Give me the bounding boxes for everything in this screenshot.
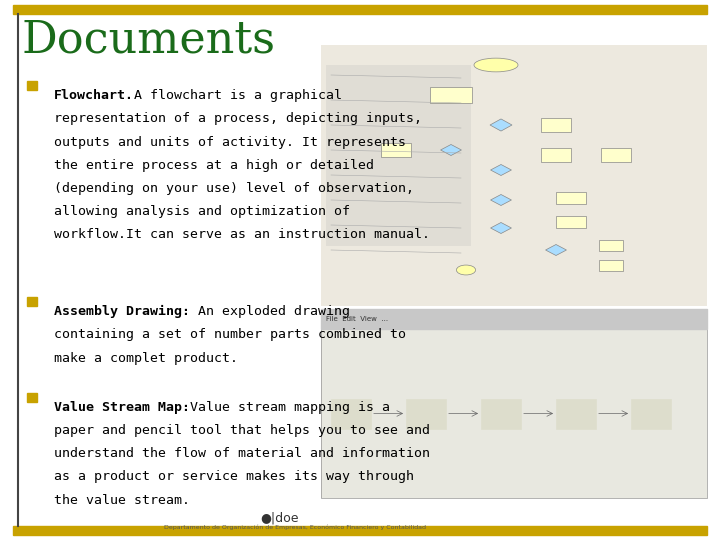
Text: An exploded drawing: An exploded drawing (198, 305, 350, 318)
FancyBboxPatch shape (556, 192, 586, 204)
Text: Documents: Documents (22, 18, 276, 61)
Text: (depending on your use) level of observation,: (depending on your use) level of observa… (54, 182, 414, 195)
Polygon shape (490, 222, 511, 233)
FancyBboxPatch shape (556, 216, 586, 228)
Polygon shape (490, 194, 511, 206)
Text: Flowchart.: Flowchart. (54, 89, 134, 102)
Text: paper and pencil tool that helps you to see and: paper and pencil tool that helps you to … (54, 424, 430, 437)
Polygon shape (490, 165, 511, 176)
Bar (321, 309, 707, 498)
FancyBboxPatch shape (598, 260, 624, 271)
Polygon shape (441, 145, 462, 156)
Bar (481, 399, 521, 429)
Text: Value stream mapping is a: Value stream mapping is a (190, 401, 390, 414)
Bar (406, 399, 446, 429)
Bar (321, 45, 707, 306)
Text: File  Edit  View  ...: File Edit View ... (326, 316, 388, 322)
Polygon shape (546, 245, 567, 255)
Text: make a complet product.: make a complet product. (54, 352, 238, 365)
Text: representation of a process, depicting inputs,: representation of a process, depicting i… (54, 112, 422, 125)
Bar (331, 399, 371, 429)
Bar (13, 526, 707, 535)
Bar (321, 309, 707, 498)
Text: Assembly Drawing:: Assembly Drawing: (54, 305, 198, 318)
Bar (27, 82, 37, 90)
Polygon shape (490, 119, 512, 131)
Ellipse shape (474, 58, 518, 72)
Text: outputs and units of activity. It represents: outputs and units of activity. It repres… (54, 136, 406, 148)
Ellipse shape (456, 265, 476, 275)
FancyBboxPatch shape (381, 143, 411, 157)
Bar (13, 5, 707, 14)
Text: containing a set of number parts combined to: containing a set of number parts combine… (54, 328, 406, 341)
Bar (631, 399, 671, 429)
Bar (27, 393, 37, 402)
Text: the entire process at a high or detailed: the entire process at a high or detailed (54, 159, 374, 172)
Text: workflow.It can serve as an instruction manual.: workflow.It can serve as an instruction … (54, 228, 430, 241)
Text: ●|doe: ●|doe (261, 512, 300, 525)
FancyBboxPatch shape (601, 148, 631, 162)
Bar (321, 309, 707, 329)
Text: as a product or service makes its way through: as a product or service makes its way th… (54, 470, 414, 483)
Bar (27, 298, 37, 306)
Bar (556, 399, 596, 429)
FancyBboxPatch shape (598, 240, 624, 251)
FancyBboxPatch shape (541, 148, 571, 162)
Bar (326, 65, 471, 246)
Text: the value stream.: the value stream. (54, 494, 190, 507)
FancyBboxPatch shape (541, 118, 571, 132)
Text: A flowchart is a graphical: A flowchart is a graphical (134, 89, 342, 102)
FancyBboxPatch shape (431, 87, 472, 103)
Text: Value Stream Map:: Value Stream Map: (54, 401, 190, 414)
Text: understand the flow of material and information: understand the flow of material and info… (54, 447, 430, 460)
Text: Departamento de Organización de Empresas, Económico Financiero y Contabilidad: Departamento de Organización de Empresas… (164, 524, 426, 530)
Text: allowing analysis and optimization of: allowing analysis and optimization of (54, 205, 350, 218)
